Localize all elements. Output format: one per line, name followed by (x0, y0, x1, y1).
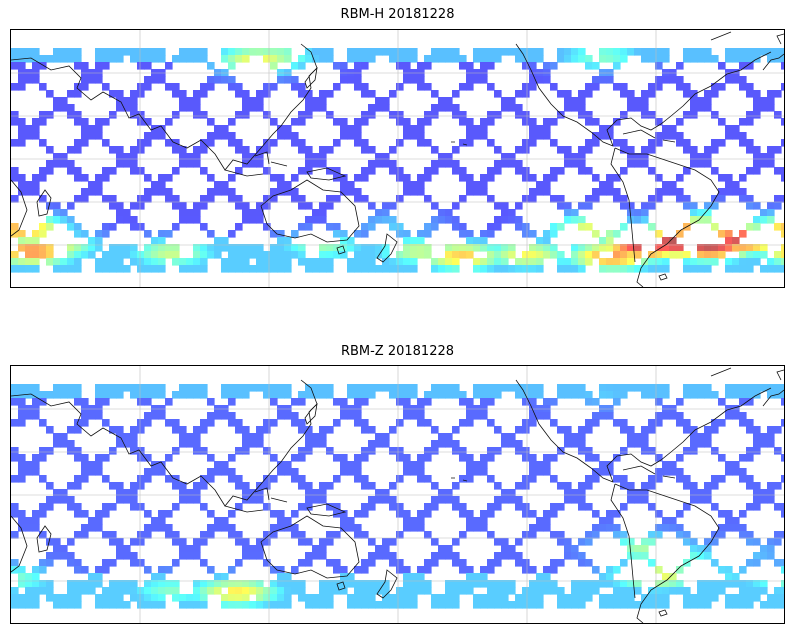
coastline-segment (224, 487, 288, 513)
coastline-segment (622, 465, 676, 479)
coastline-segment (762, 53, 784, 71)
coastline-segment (658, 273, 668, 281)
coastline-segment (36, 189, 52, 217)
coastline-segment (614, 483, 720, 623)
coastline-segment (336, 581, 346, 591)
graticule (11, 30, 784, 287)
coastline-segment (304, 402, 318, 425)
coastline-segment (710, 31, 732, 41)
coastline-segment (762, 389, 784, 407)
coastline-segment (610, 147, 636, 263)
coastline-segment (11, 379, 318, 507)
coastline-segment (224, 151, 288, 177)
coastline-segment (515, 379, 614, 483)
coastline-segment (606, 51, 772, 147)
coastline-segment (622, 129, 676, 143)
coastline-segment (376, 569, 398, 599)
coastline-segment (658, 609, 668, 617)
coastline-segment (260, 515, 360, 579)
coastline-segment (451, 141, 468, 146)
coastline-segment (376, 233, 398, 263)
coastline-segment (11, 179, 28, 237)
coastline-segment (776, 369, 784, 381)
coastlines (11, 31, 784, 287)
coastline-segment (451, 477, 468, 482)
coastline-segment (11, 43, 318, 171)
coastline-segment (614, 147, 720, 287)
coastline-segment (260, 179, 360, 243)
bottom-map-title: RBM-Z 20181228 (340, 344, 455, 359)
coastline-segment (606, 387, 772, 483)
coastline-segment (306, 167, 347, 181)
swath-cells (11, 48, 784, 273)
coastline-segment (515, 43, 614, 147)
coastline-segment (304, 66, 318, 89)
coastline-segment (11, 515, 28, 573)
coastline-segment (336, 245, 346, 255)
top-map-panel (10, 29, 785, 288)
swath-cells (11, 384, 784, 609)
coastline-segment (36, 525, 52, 553)
coastline-segment (776, 33, 784, 45)
bottom-map-panel (10, 365, 785, 624)
coastlines (11, 367, 784, 623)
top-map-canvas (11, 30, 784, 287)
coastline-segment (610, 483, 636, 599)
bottom-map-canvas (11, 366, 784, 623)
coastline-segment (306, 503, 347, 517)
top-map-title: RBM-H 20181228 (340, 7, 455, 22)
graticule (11, 366, 784, 623)
coastline-segment (710, 367, 732, 377)
